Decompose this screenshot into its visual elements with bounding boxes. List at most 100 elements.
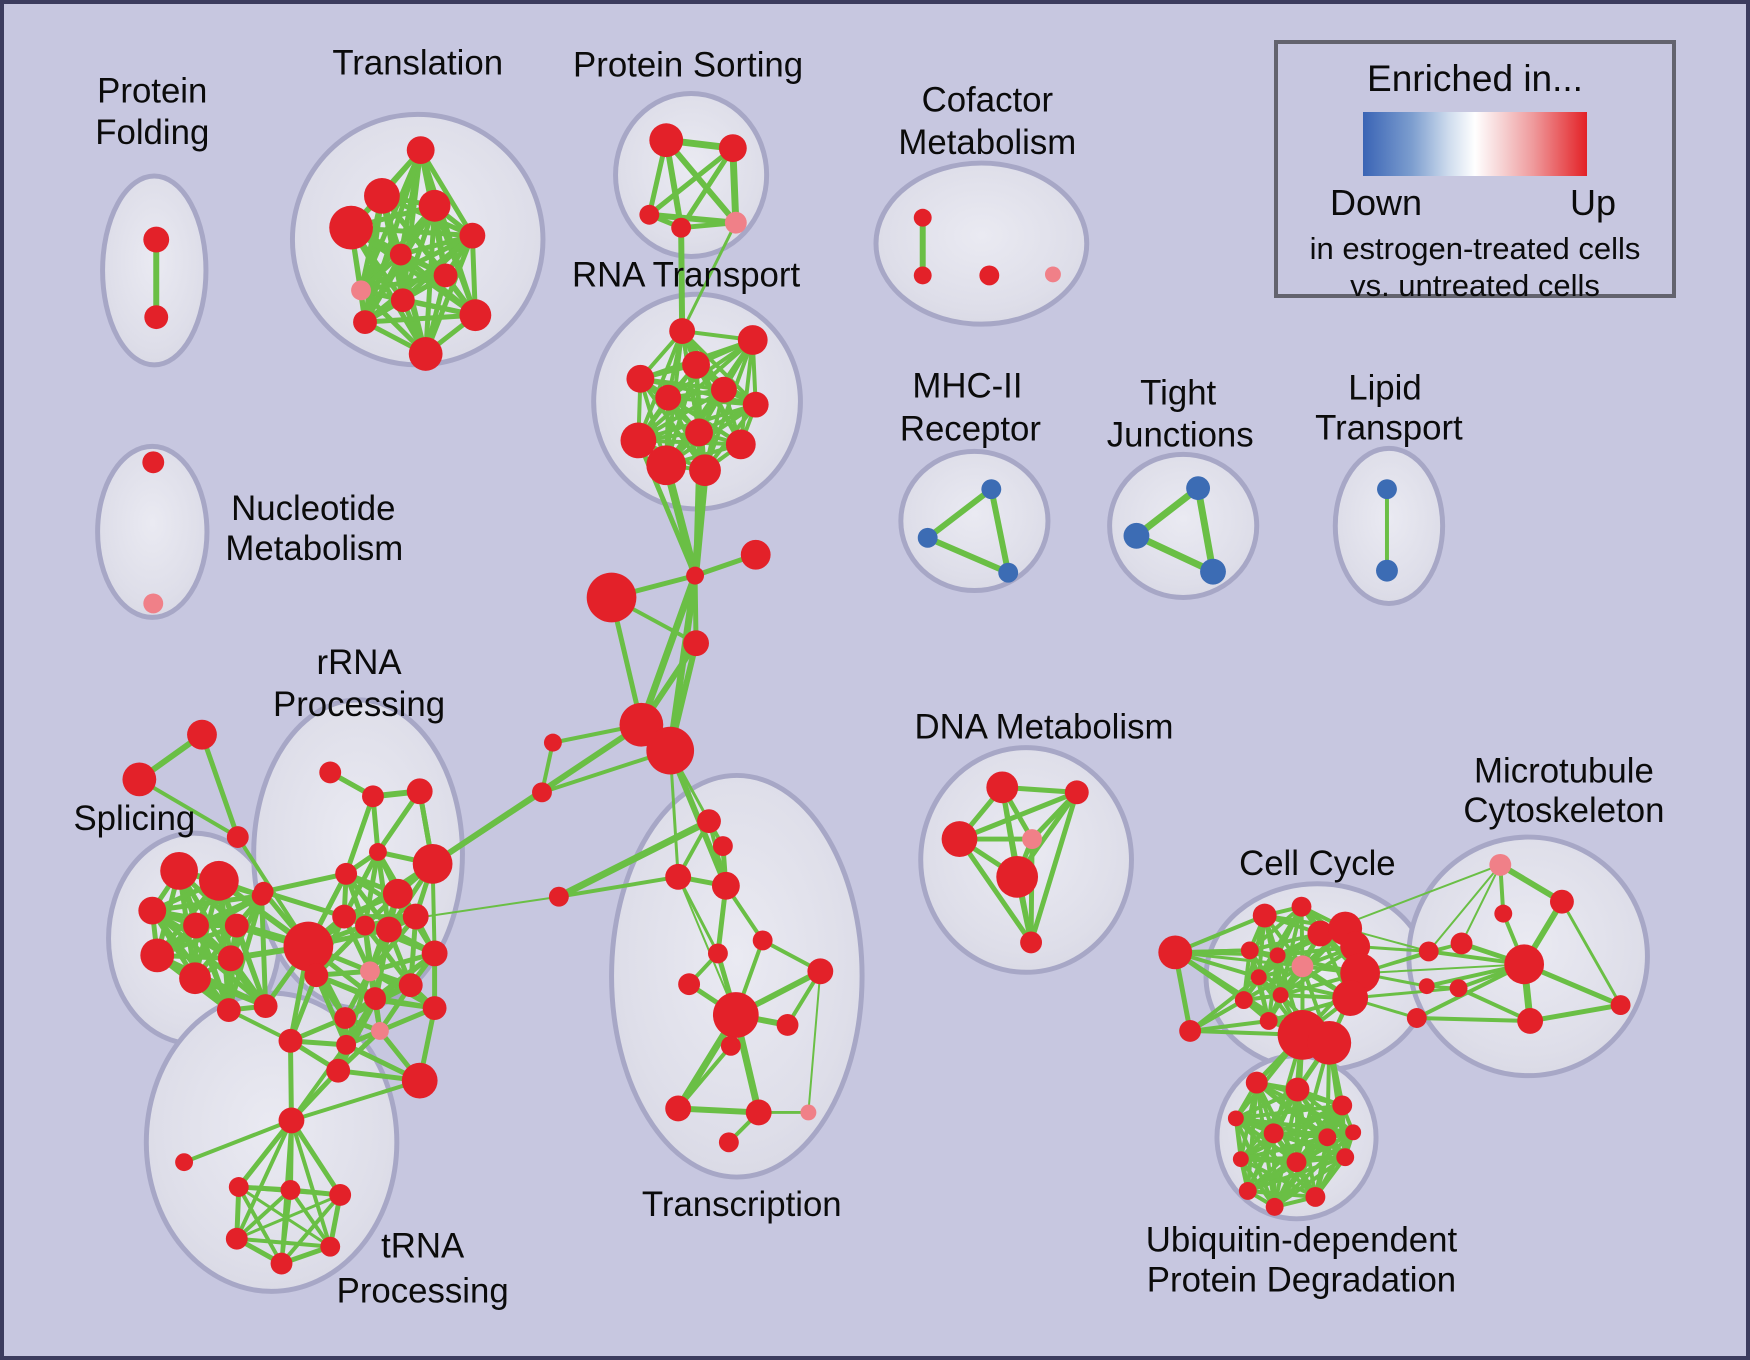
gene-set-node <box>1252 903 1277 928</box>
gene-set-node <box>697 809 721 834</box>
similarity-edge <box>676 875 720 955</box>
similarity-edge <box>666 572 699 755</box>
cluster-label-lipid-transport: Lipid <box>1348 370 1422 408</box>
network-svg: Protein Folding Translation Protein Sorting… <box>73 45 1664 1311</box>
gene-set-node <box>1238 1182 1257 1200</box>
similarity-edge <box>957 836 1034 945</box>
similarity-edge <box>637 572 699 729</box>
gene-set-node <box>678 973 701 996</box>
gene-set-node <box>724 211 747 234</box>
gene-set-node <box>543 733 562 752</box>
gene-set-node <box>390 288 415 313</box>
similarity-edge <box>236 1185 284 1266</box>
cluster-label-protein-folding: Protein <box>97 72 207 110</box>
similarity-edge <box>234 1118 294 1241</box>
gene-set-node <box>1245 1071 1268 1094</box>
similarity-edge <box>1194 484 1217 576</box>
gene-set-node <box>685 418 713 447</box>
gene-set-node <box>1234 991 1253 1010</box>
cluster-label-splicing: Splicing <box>73 800 195 838</box>
gene-set-node <box>682 350 710 379</box>
cluster-label-ubiquitin-degradation: Protein Degradation <box>1147 1261 1456 1299</box>
gene-set-node <box>1610 995 1631 1016</box>
gene-set-node <box>382 878 413 909</box>
gene-set-node <box>776 1014 799 1036</box>
similarity-edge <box>738 338 755 447</box>
gene-set-node <box>586 572 637 623</box>
gene-set-node <box>412 844 453 884</box>
cluster-label-rrna-processing: rRNA <box>317 644 403 682</box>
similarity-edge <box>288 1187 333 1249</box>
gene-set-node <box>1418 978 1435 995</box>
gene-set-node <box>402 903 429 930</box>
gene-set-node <box>725 429 756 460</box>
gene-set-node <box>304 963 329 988</box>
gene-set-node <box>981 479 1002 500</box>
gene-set-node <box>1232 1151 1249 1168</box>
gene-set-node <box>459 222 486 249</box>
similarity-edge <box>313 972 349 1048</box>
gene-set-node <box>913 266 932 285</box>
gene-set-node <box>1517 1008 1544 1034</box>
gene-set-node <box>1345 1124 1362 1141</box>
gene-set-node <box>160 851 199 890</box>
similarity-edge <box>1238 1157 1318 1199</box>
gene-set-node <box>718 134 747 163</box>
gene-set-node <box>1158 935 1193 970</box>
gene-set-node <box>1179 1019 1202 1042</box>
gene-set-node <box>1240 941 1259 960</box>
gene-set-node <box>280 1180 301 1200</box>
similarity-edge <box>237 1185 332 1249</box>
gene-set-node <box>364 987 386 1010</box>
gene-set-node <box>1265 1197 1284 1216</box>
similarity-edge <box>1460 863 1502 945</box>
gene-set-node <box>143 593 164 614</box>
gene-set-node <box>671 217 692 238</box>
similarity-edge <box>1132 532 1217 576</box>
legend-caption-line2: vs. untreated cells <box>1350 268 1600 303</box>
cluster-label-microtubule-cytoskeleton: Microtubule <box>1474 752 1654 790</box>
gene-set-node <box>364 177 400 214</box>
similarity-edge <box>343 793 376 877</box>
gene-set-node <box>712 992 759 1038</box>
legend-box: Enriched in... Down Up in estrogen-treat… <box>1274 40 1676 303</box>
gene-set-node <box>639 204 660 225</box>
gene-set-node <box>1250 969 1267 986</box>
similarity-edge <box>1233 1103 1345 1121</box>
similarity-edge <box>924 534 1012 576</box>
cluster-label-transcription: Transcription <box>642 1186 842 1224</box>
similarity-edge <box>192 893 265 981</box>
gene-set-node <box>144 305 169 330</box>
gene-set-node <box>669 318 696 344</box>
similarity-edge <box>1414 1016 1533 1023</box>
gene-set-node <box>1307 1020 1352 1065</box>
gene-set-node <box>620 422 657 459</box>
gene-set-node <box>1307 920 1334 947</box>
similarity-edge <box>1188 1018 1271 1033</box>
cluster-label-microtubule-cytoskeleton: Cytoskeleton <box>1463 792 1664 830</box>
gene-set-node <box>710 376 737 403</box>
gene-set-node <box>986 771 1019 804</box>
similarity-edge <box>988 486 1012 576</box>
gene-set-node <box>140 938 175 973</box>
gene-set-node <box>1186 476 1211 501</box>
gene-set-node <box>1227 1110 1244 1127</box>
similarity-edge <box>1560 900 1623 1007</box>
gene-set-node <box>807 958 834 985</box>
gene-set-node <box>1377 479 1397 500</box>
cluster-label-trna-processing: tRNA <box>381 1228 465 1266</box>
gene-set-node <box>655 384 682 411</box>
gene-set-node <box>183 912 209 939</box>
cluster-label-lipid-transport: Transport <box>1315 409 1463 447</box>
cluster-label-dna-metabolism: DNA Metabolism <box>914 709 1173 747</box>
similarity-edge <box>289 1118 333 1249</box>
similarity-edge <box>398 252 478 318</box>
similarity-edge <box>279 1192 343 1266</box>
similarity-edge <box>1272 1130 1356 1209</box>
gene-set-node <box>1020 931 1043 954</box>
similarity-edge <box>1245 1188 1318 1199</box>
gene-set-node <box>718 1132 739 1153</box>
similarity-edge <box>1241 964 1305 1003</box>
similarity-edge <box>555 817 713 901</box>
gene-set-node <box>332 904 357 929</box>
